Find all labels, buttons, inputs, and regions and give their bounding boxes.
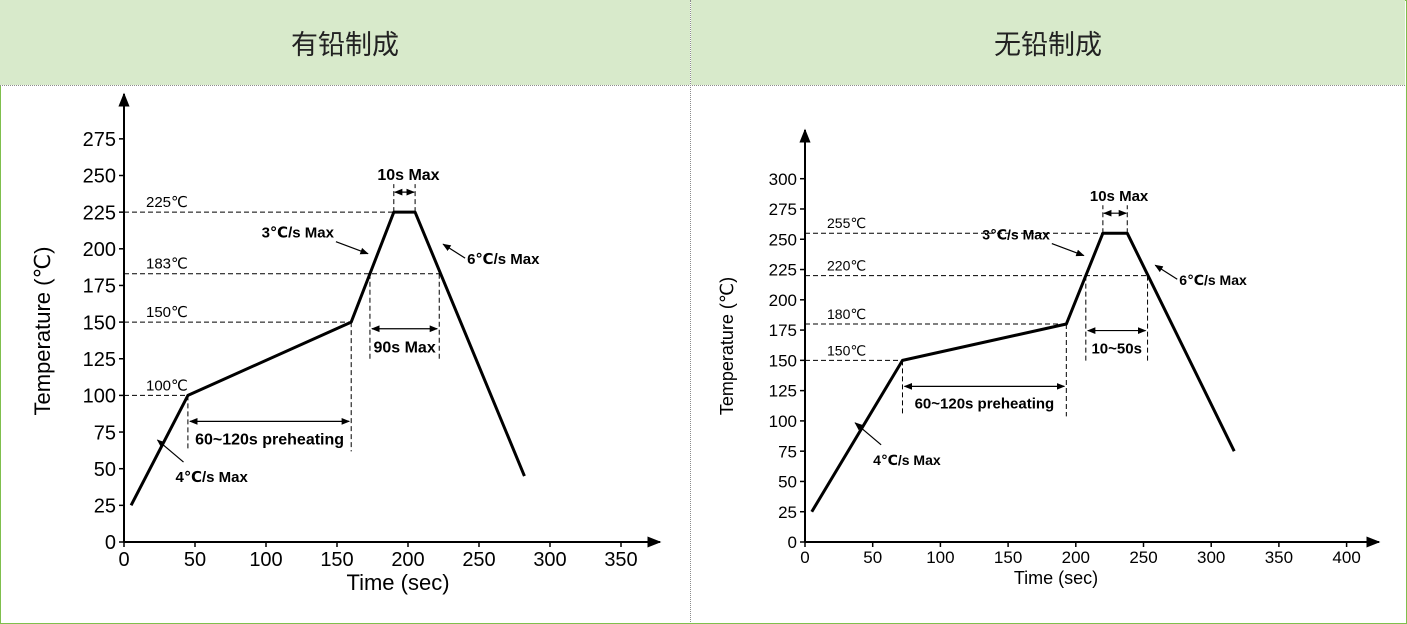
x-tick-label: 0 — [800, 548, 809, 567]
level-label: 180℃ — [827, 306, 866, 322]
above-time-label: 90s Max — [373, 340, 435, 357]
cool-rate-pointer — [1154, 264, 1178, 280]
y-tick-label: 0 — [105, 532, 116, 554]
y-axis-label: Temperature (℃) — [717, 277, 737, 415]
y-tick-label: 200 — [83, 239, 116, 261]
profile-curve — [810, 231, 1236, 513]
y-tick-label: 250 — [769, 230, 797, 249]
x-tick-label: 350 — [1265, 548, 1293, 567]
x-tick-label: 300 — [1197, 548, 1225, 567]
y-tick-label: 250 — [83, 166, 116, 188]
rise-rate-pointer — [335, 241, 369, 255]
x-tick-label: 200 — [391, 549, 424, 571]
level-label: 150℃ — [146, 304, 188, 321]
y-tick-label: 125 — [769, 382, 797, 401]
y-axis-label: Temperature (℃) — [30, 247, 55, 416]
level-label: 100℃ — [146, 377, 188, 394]
cool-rate-label: 6℃/s Max — [467, 251, 540, 268]
leaded-reflow-chart: 0 50 100 150 200 250 300 350 0 25 50 75 100 125 150 175… — [30, 92, 662, 595]
y-tick-label: 75 — [94, 422, 116, 444]
y-tick-label: 200 — [769, 291, 797, 310]
level-label: 255℃ — [827, 215, 866, 231]
column-divider — [690, 0, 691, 622]
y-tick-label: 50 — [778, 473, 797, 492]
y-tick-label: 25 — [778, 503, 797, 522]
profile-curve — [129, 210, 526, 507]
y-tick-label: 150 — [83, 312, 116, 334]
rise-rate-pointer — [1051, 243, 1085, 257]
x-tick-label: 350 — [604, 549, 637, 571]
x-tick-label: 50 — [184, 549, 206, 571]
x-tick-label: 0 — [118, 549, 129, 571]
cool-rate-label: 6℃/s Max — [1179, 272, 1247, 288]
x-tick-label: 100 — [926, 548, 954, 567]
y-tick-label: 125 — [83, 349, 116, 371]
x-tick-label: 300 — [533, 549, 566, 571]
left-column-header: 有铅制成 — [0, 0, 690, 85]
y-tick-label: 225 — [769, 261, 797, 280]
y-tick-label: 275 — [83, 129, 116, 151]
level-label: 225℃ — [146, 194, 188, 211]
y-tick-label: 50 — [94, 459, 116, 481]
y-tick-label: 175 — [769, 321, 797, 340]
y-tick-label: 225 — [83, 202, 116, 224]
x-tick-label: 50 — [863, 548, 882, 567]
header-separator — [0, 85, 1405, 86]
ramp-rate-label: 4℃/s Max — [873, 452, 941, 468]
x-axis-label: Time (sec) — [1014, 568, 1098, 588]
ramp-rate-pointer — [854, 422, 882, 446]
x-tick-label: 200 — [1062, 548, 1090, 567]
x-tick-label: 400 — [1332, 548, 1360, 567]
x-tick-label: 150 — [994, 548, 1022, 567]
y-tick-label: 75 — [778, 442, 797, 461]
x-tick-label: 100 — [249, 549, 282, 571]
preheat-label: 60~120s preheating — [195, 431, 344, 448]
level-label: 150℃ — [827, 342, 866, 358]
level-label: 183℃ — [146, 256, 188, 273]
y-tick-label: 150 — [769, 351, 797, 370]
y-tick-label: 100 — [769, 412, 797, 431]
rise-rate-label: 3℃/s Max — [262, 225, 335, 242]
ramp-rate-pointer — [156, 439, 184, 463]
y-tick-label: 25 — [94, 496, 116, 518]
cool-rate-pointer — [442, 243, 466, 259]
y-tick-label: 175 — [83, 276, 116, 298]
right-column-header: 无铅制成 — [691, 0, 1405, 85]
x-axis-label: Time (sec) — [346, 570, 449, 595]
y-tick-label: 275 — [769, 200, 797, 219]
level-label: 220℃ — [827, 258, 866, 274]
x-tick-label: 250 — [1129, 548, 1157, 567]
above-time-label: 10~50s — [1091, 341, 1141, 358]
y-tick-label: 300 — [769, 170, 797, 189]
x-tick-label: 150 — [320, 549, 353, 571]
lead-free-reflow-chart: 0 50 100 150 200 250 300 350 400 0 25 50 75 100 125 150… — [717, 128, 1381, 588]
ramp-rate-label: 4℃/s Max — [176, 469, 249, 486]
peak-time-label: 10s Max — [377, 167, 439, 184]
y-tick-label: 0 — [788, 533, 797, 552]
preheat-label: 60~120s preheating — [915, 395, 1055, 412]
y-tick-label: 100 — [83, 386, 116, 408]
peak-time-label: 10s Max — [1090, 188, 1149, 205]
rise-rate-label: 3℃/s Max — [982, 227, 1050, 243]
x-tick-label: 250 — [462, 549, 495, 571]
